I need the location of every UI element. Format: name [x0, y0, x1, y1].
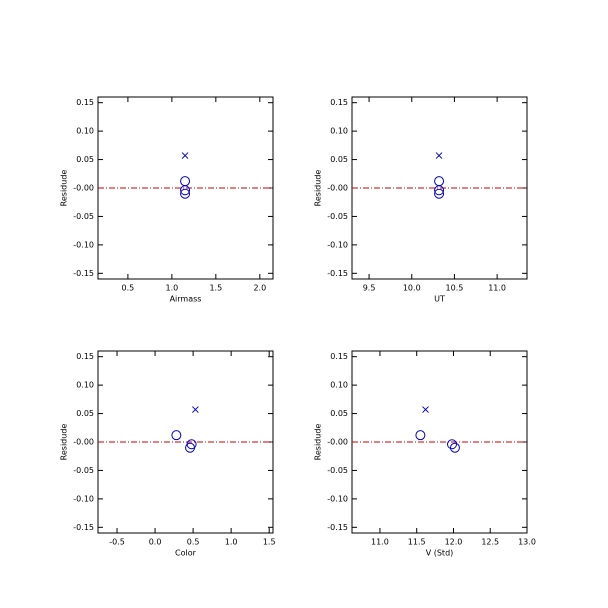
circle-point — [185, 442, 196, 453]
x-tick-label: 1.5 — [263, 538, 276, 547]
x-axis-label: Airmass — [170, 295, 202, 304]
y-tick-label: 0.15 — [76, 98, 94, 107]
y-tick-label: -0.00 — [327, 438, 348, 447]
x-tick-label: 12.5 — [481, 538, 499, 547]
y-tick-label: 0.10 — [330, 127, 348, 136]
circle-point — [171, 430, 182, 441]
cross-point — [435, 152, 443, 159]
y-tick-label: -0.00 — [73, 438, 94, 447]
circle-point — [434, 185, 445, 196]
x-tick-label: 0.5 — [187, 538, 200, 547]
y-tick-label: 0.05 — [76, 409, 94, 418]
x-tick-label: -0.5 — [109, 538, 125, 547]
x-tick-label: 2.0 — [253, 284, 266, 293]
y-tick-label: -0.00 — [327, 184, 348, 193]
y-axis-label: Residude — [60, 170, 69, 207]
y-tick-label: 0.15 — [330, 98, 348, 107]
y-tick-label: -0.15 — [73, 523, 94, 532]
y-axis-label: Residude — [314, 424, 323, 461]
circle-point — [415, 430, 426, 441]
cross-point — [422, 406, 429, 413]
y-tick-label: -0.10 — [73, 240, 94, 249]
circle-point — [449, 442, 460, 453]
circle-point — [180, 185, 191, 196]
y-tick-label: 0.10 — [76, 381, 94, 390]
y-tick-label: -0.10 — [327, 494, 348, 503]
x-tick-label: 1.5 — [209, 284, 222, 293]
x-axis-label: Color — [175, 549, 197, 558]
y-tick-label: -0.15 — [327, 269, 348, 278]
y-tick-label: -0.15 — [73, 269, 94, 278]
y-tick-label: -0.10 — [73, 494, 94, 503]
y-tick-label: 0.15 — [330, 352, 348, 361]
y-tick-label: 0.15 — [76, 352, 94, 361]
y-tick-label: 0.10 — [76, 127, 94, 136]
circle-point — [180, 176, 191, 187]
x-tick-label: 0.5 — [122, 284, 135, 293]
y-tick-label: -0.05 — [73, 212, 94, 221]
subplot: 0.15 0.10 0.05 -0.00 -0.05 -0.10 -0.15 9.5 10.0 1… — [314, 96, 528, 304]
y-tick-label: -0.15 — [327, 523, 348, 532]
x-tick-label: 11.0 — [488, 284, 506, 293]
x-tick-label: 11.5 — [408, 538, 426, 547]
y-tick-label: -0.05 — [327, 212, 348, 221]
circle-point — [180, 188, 191, 199]
y-tick-label: 0.10 — [330, 381, 348, 390]
subplot: 0.15 0.10 0.05 -0.00 -0.05 -0.10 -0.15 11.0 11.5… — [314, 350, 536, 558]
circle-point — [447, 439, 457, 450]
x-tick-label: 12.0 — [445, 538, 463, 547]
y-axis-label: Residude — [60, 424, 69, 461]
y-tick-label: -0.10 — [327, 240, 348, 249]
cross-point — [192, 406, 199, 413]
x-axis-label: V (Std) — [426, 549, 454, 558]
x-tick-label: 10.5 — [446, 284, 464, 293]
x-tick-label: 1.0 — [225, 538, 238, 547]
cross-point — [181, 152, 189, 159]
y-tick-label: -0.05 — [73, 466, 94, 475]
x-tick-label: 13.0 — [518, 538, 536, 547]
y-tick-label: 0.05 — [330, 409, 348, 418]
y-tick-label: 0.05 — [330, 155, 348, 164]
x-tick-label: 0.0 — [149, 538, 162, 547]
circle-point — [434, 176, 445, 187]
y-tick-label: -0.05 — [327, 466, 348, 475]
x-tick-label: 11.0 — [371, 538, 389, 547]
x-tick-label: 9.5 — [363, 284, 376, 293]
x-tick-label: 10.0 — [403, 284, 421, 293]
subplot: 0.15 0.10 0.05 -0.00 -0.05 -0.10 -0.15 0.5 1.0 1.… — [60, 96, 274, 304]
subplot: 0.15 0.10 0.05 -0.00 -0.05 -0.10 -0.15 -0.5 0.0 0… — [60, 350, 276, 558]
y-tick-label: 0.05 — [76, 155, 94, 164]
x-tick-label: 1.0 — [166, 284, 179, 293]
y-axis-label: Residude — [314, 170, 323, 207]
x-axis-label: UT — [434, 295, 445, 304]
circle-point — [434, 188, 445, 199]
y-tick-label: -0.00 — [73, 184, 94, 193]
